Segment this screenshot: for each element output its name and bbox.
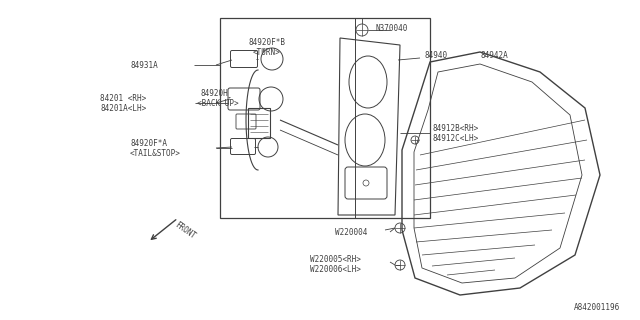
Text: 84920F*B: 84920F*B	[248, 37, 285, 46]
Text: <BACK UP>: <BACK UP>	[197, 99, 239, 108]
Text: 84201 <RH>: 84201 <RH>	[100, 93, 147, 102]
Text: <TAIL&STOP>: <TAIL&STOP>	[130, 148, 181, 157]
Text: 84912C<LH>: 84912C<LH>	[432, 133, 478, 142]
Text: W220004: W220004	[335, 228, 367, 236]
Text: A842001196: A842001196	[573, 303, 620, 312]
Text: N370040: N370040	[375, 23, 408, 33]
Text: 84912B<RH>: 84912B<RH>	[432, 124, 478, 132]
Text: 84920F*A: 84920F*A	[130, 139, 167, 148]
Text: W220005<RH>: W220005<RH>	[310, 255, 361, 265]
Text: 84201A<LH>: 84201A<LH>	[100, 103, 147, 113]
Text: 84931A: 84931A	[130, 60, 157, 69]
Text: 84920H: 84920H	[200, 89, 228, 98]
Text: 84942A: 84942A	[480, 51, 508, 60]
Text: W220006<LH>: W220006<LH>	[310, 266, 361, 275]
Text: FRONT: FRONT	[173, 220, 198, 241]
Text: <TURN>: <TURN>	[253, 47, 281, 57]
Text: 84940: 84940	[424, 51, 447, 60]
